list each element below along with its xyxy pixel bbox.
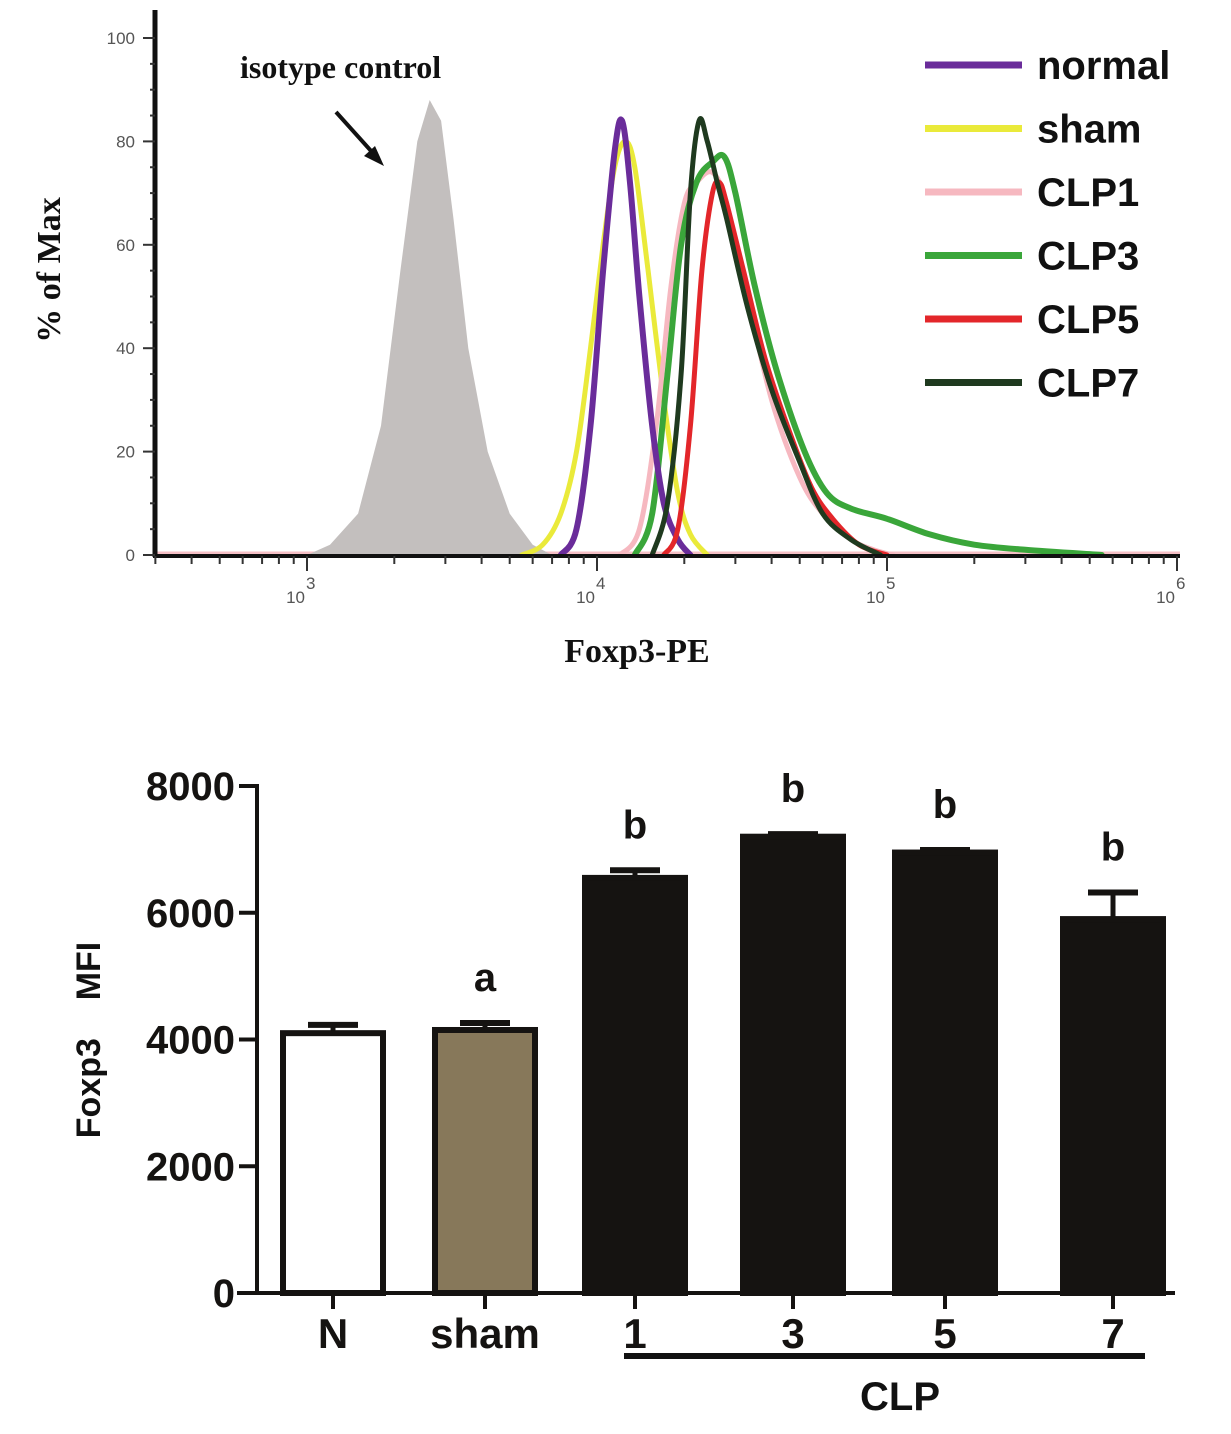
legend-item-clp1: CLP1 (925, 171, 1139, 215)
clp-group-label: CLP (860, 1375, 940, 1419)
x-tick-label-exponent: 5 (886, 574, 895, 593)
series-line-normal (557, 116, 694, 558)
bar-y-tick-label: 2000 (146, 1145, 235, 1189)
bar-N (280, 1030, 386, 1296)
legend-item-clp7: CLP7 (925, 362, 1139, 406)
legend-item-normal: normal (925, 44, 1170, 88)
bar-5 (892, 849, 998, 1296)
series-line-clp5 (661, 178, 890, 558)
bar-group-7 (1060, 889, 1166, 1297)
y-tick-label: 60 (116, 236, 135, 255)
bar-x-tick-label: 1 (623, 1310, 646, 1357)
bar-x-tick-label: 3 (781, 1310, 804, 1357)
y-tick-label: 0 (126, 546, 135, 565)
bar-group-3 (740, 831, 846, 1296)
bar-1 (582, 874, 688, 1296)
bar-y-tick-label: 0 (213, 1272, 235, 1316)
significance-label: b (933, 783, 957, 827)
histogram-y-ticks: 0 20 40 60 80 100 (107, 29, 155, 565)
significance-labels: a b b b b (474, 767, 1125, 1000)
bar-marks (280, 831, 1166, 1297)
x-tick-label-base: 10 (286, 588, 305, 607)
bar-x-tick-label: 5 (933, 1310, 956, 1357)
bar-x-tick-label: sham (430, 1310, 540, 1357)
bar-y-ticks: 0 2000 4000 6000 8000 (146, 765, 257, 1316)
x-tick-label-exponent: 4 (596, 574, 605, 593)
bar-group-5 (892, 847, 998, 1296)
significance-label: a (474, 956, 497, 1000)
x-tick-label-exponent: 3 (306, 574, 315, 593)
y-tick-label: 20 (116, 443, 135, 462)
x-tick-label-base: 10 (1156, 588, 1175, 607)
bar-group-N (280, 1021, 386, 1296)
bar-y-tick-label: 4000 (146, 1019, 235, 1063)
histogram-axes (152, 10, 1180, 558)
legend-label: CLP5 (1037, 298, 1139, 342)
legend-label: normal (1037, 44, 1170, 88)
bar-y-tick-label: 6000 (146, 892, 235, 936)
bar-sham (432, 1026, 538, 1297)
significance-label: b (1101, 825, 1125, 869)
histogram-x-axis-label: Foxp3-PE (564, 633, 709, 670)
x-tick-label-base: 10 (866, 588, 885, 607)
isotype-annotation-arrow (334, 110, 384, 166)
significance-label: b (781, 767, 805, 811)
legend-item-clp5: CLP5 (925, 298, 1139, 342)
y-tick-label: 100 (107, 29, 135, 48)
isotype-control-area (307, 100, 553, 555)
bar-3 (740, 833, 846, 1296)
x-tick-label-exponent: 6 (1176, 574, 1185, 593)
bar-group-sham (432, 1020, 538, 1297)
bar-group-1 (582, 867, 688, 1296)
bar-x-tick-label: 7 (1101, 1310, 1124, 1357)
significance-label: b (623, 803, 647, 847)
isotype-annotation-label: isotype control (240, 49, 441, 85)
bar-x-tick-label: N (318, 1310, 348, 1357)
legend-label: CLP1 (1037, 171, 1139, 215)
y-tick-label: 40 (116, 339, 135, 358)
x-tick-label-base: 10 (576, 588, 595, 607)
bar-y-tick-label: 8000 (146, 765, 235, 809)
bar-y-axis-label: Foxp3 MFI (70, 942, 108, 1138)
legend-item-sham: sham (925, 108, 1142, 152)
legend-item-clp3: CLP3 (925, 235, 1139, 279)
legend-label: CLP3 (1037, 235, 1139, 279)
series-line-clp3 (631, 151, 1105, 558)
legend-label: sham (1037, 108, 1142, 152)
histogram-y-axis-label: % of Max (31, 197, 68, 342)
bar-7 (1060, 916, 1166, 1297)
y-tick-label: 80 (116, 132, 135, 151)
series-line-clp7 (649, 116, 883, 558)
histogram-curves (155, 100, 1180, 558)
histogram-legend: normal sham CLP1 CLP3 CLP5 CLP7 (925, 44, 1170, 406)
legend-label: CLP7 (1037, 362, 1139, 406)
